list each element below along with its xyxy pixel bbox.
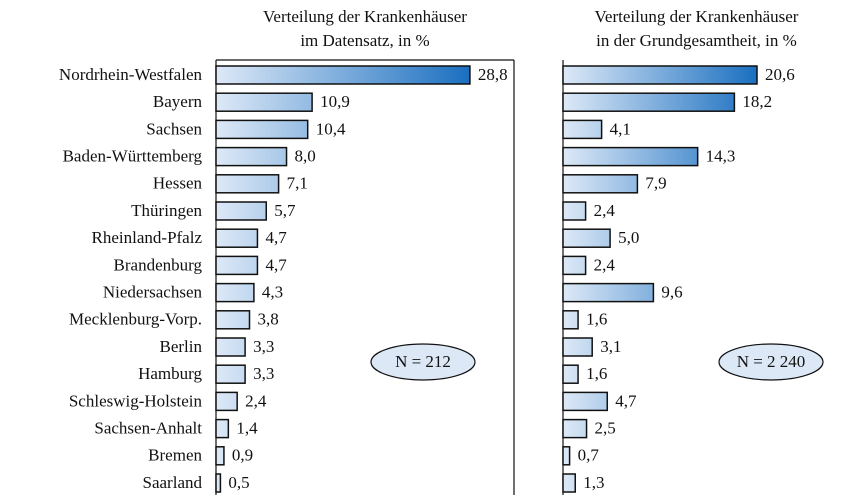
value-label: 2,4 (594, 201, 616, 220)
bar (215, 119, 309, 140)
category-label: Schleswig-Holstein (69, 391, 203, 410)
category-label: Sachsen (146, 119, 202, 138)
bar (562, 255, 587, 276)
value-label: 0,9 (232, 446, 253, 465)
value-label: 1,3 (583, 473, 604, 492)
category-label: Berlin (160, 337, 203, 356)
bar (215, 282, 255, 303)
bar (215, 337, 246, 357)
bar (215, 174, 280, 194)
value-label: 2,5 (595, 419, 616, 438)
value-label: 1,6 (586, 364, 607, 383)
chart-title: Verteilung der Krankenhäuser (263, 7, 467, 26)
value-label: 20,6 (765, 65, 795, 84)
bar (215, 255, 259, 276)
value-label: 5,7 (274, 201, 296, 220)
bar (215, 473, 222, 493)
bar (215, 65, 471, 85)
value-label: 7,1 (287, 174, 308, 193)
bar (562, 119, 603, 140)
bar (562, 228, 611, 248)
bar (215, 228, 259, 248)
value-label: 3,8 (258, 310, 279, 329)
category-label: Baden-Württemberg (63, 147, 203, 166)
category-label: Mecklenburg-Vorp. (69, 310, 202, 329)
category-label: Sachsen-Anhalt (94, 419, 202, 438)
bar (562, 310, 579, 330)
bar (215, 92, 313, 112)
value-label: 0,5 (228, 473, 249, 492)
bar (562, 418, 588, 439)
annotation-ellipse (370, 343, 476, 381)
annotation-ellipse (718, 343, 824, 381)
category-label: Bayern (153, 92, 203, 111)
category-label: Hessen (153, 174, 203, 193)
value-label: 3,1 (600, 337, 621, 356)
bar (562, 92, 736, 112)
category-label: Niedersachsen (103, 283, 203, 302)
chart-title: im Datensatz, in % (300, 31, 429, 50)
value-label: 10,4 (316, 119, 346, 138)
value-label: 4,1 (610, 119, 631, 138)
chart-title: in der Grundgesamtheit, in % (596, 31, 797, 50)
bar (215, 364, 246, 384)
value-label: 2,4 (594, 255, 616, 274)
category-label: Brandenburg (114, 255, 203, 274)
category-label: Hamburg (138, 364, 202, 383)
bar (562, 65, 758, 85)
value-label: 10,9 (320, 92, 350, 111)
chart-title: Verteilung der Krankenhäuser (595, 7, 799, 26)
value-label: 14,3 (706, 147, 736, 166)
value-label: 4,7 (615, 391, 637, 410)
category-label: Saarland (143, 473, 203, 492)
bar (562, 337, 593, 357)
bar (215, 391, 238, 412)
value-label: 3,3 (253, 337, 274, 356)
value-label: 1,4 (236, 419, 258, 438)
bar (562, 282, 655, 303)
bar (562, 446, 571, 466)
bar (562, 364, 579, 384)
value-label: 4,7 (265, 255, 287, 274)
category-label: Nordrhein-Westfalen (59, 65, 203, 84)
bar (215, 418, 230, 439)
bar (562, 174, 639, 194)
bar (562, 391, 609, 412)
value-label: 28,8 (478, 65, 508, 84)
value-label: 4,3 (262, 283, 283, 302)
value-label: 8,0 (295, 147, 316, 166)
annotation: N = 2 240 (737, 352, 806, 371)
bar (562, 473, 576, 493)
category-label: Thüringen (131, 201, 202, 220)
bar (215, 446, 225, 466)
value-label: 7,9 (645, 174, 666, 193)
value-label: 18,2 (742, 92, 772, 111)
bar (215, 146, 288, 167)
bar (215, 201, 268, 221)
value-label: 0,7 (578, 446, 600, 465)
category-label: Bremen (148, 446, 202, 465)
value-label: 5,0 (618, 228, 639, 247)
bar (215, 310, 251, 330)
value-label: 2,4 (245, 391, 267, 410)
value-label: 4,7 (265, 228, 287, 247)
annotation: N = 212 (395, 352, 451, 371)
bar (562, 201, 587, 221)
value-label: 3,3 (253, 364, 274, 383)
bar (562, 146, 699, 167)
value-label: 1,6 (586, 310, 607, 329)
category-label: Rheinland-Pfalz (92, 228, 203, 247)
value-label: 9,6 (661, 283, 682, 302)
